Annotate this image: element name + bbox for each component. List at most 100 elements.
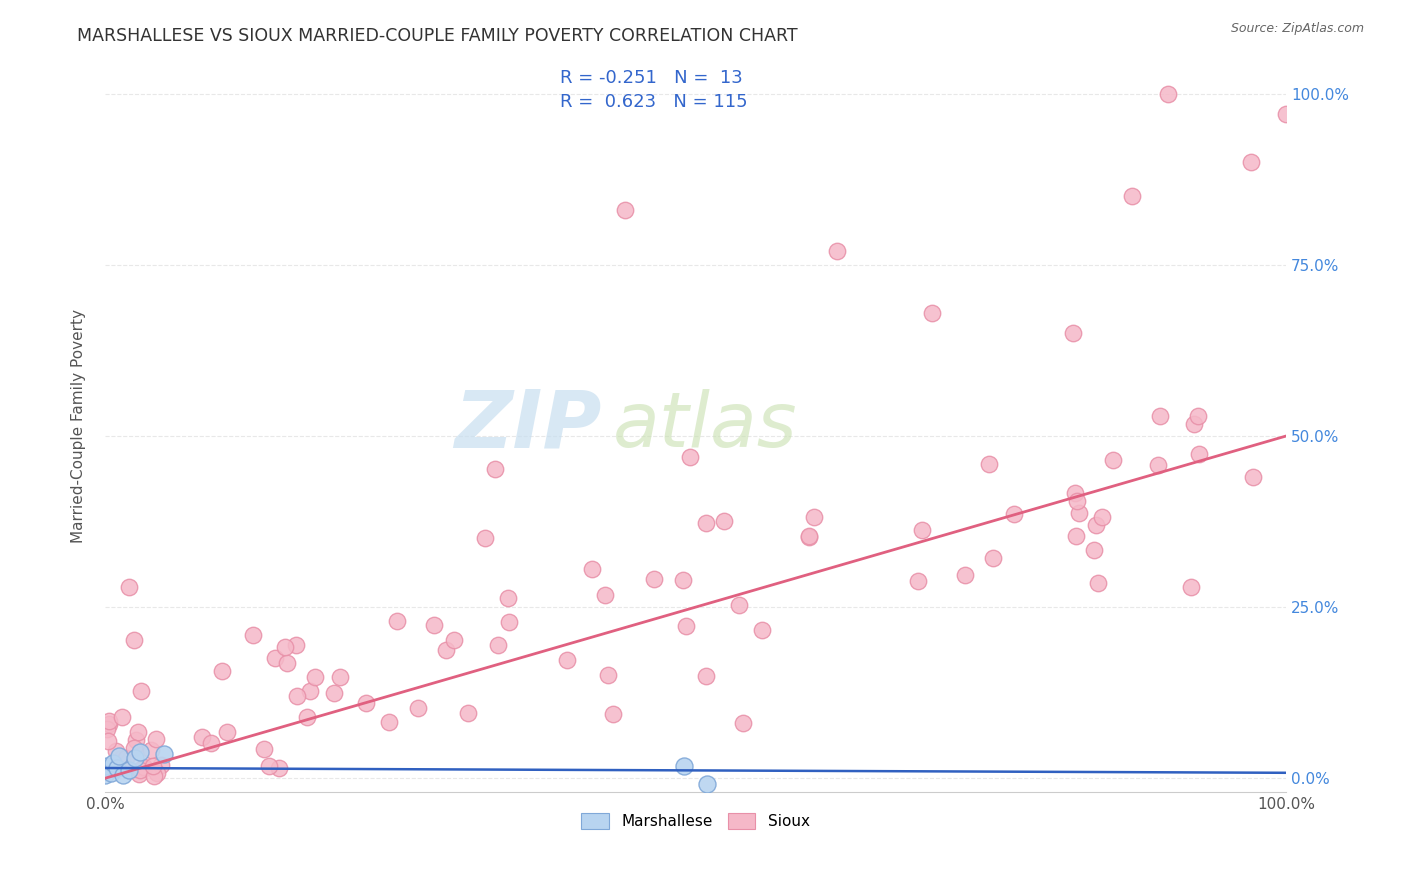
Point bbox=[103, 756, 125, 771]
Point bbox=[803, 510, 825, 524]
Point bbox=[211, 664, 233, 678]
Point bbox=[498, 615, 520, 630]
Point bbox=[191, 730, 214, 744]
Point bbox=[1149, 409, 1171, 423]
Point bbox=[602, 706, 624, 721]
Point bbox=[115, 751, 138, 765]
Legend: Marshallese, Sioux: Marshallese, Sioux bbox=[575, 806, 815, 836]
Point bbox=[422, 618, 444, 632]
Point bbox=[129, 745, 152, 759]
Point bbox=[731, 715, 754, 730]
Point bbox=[253, 741, 276, 756]
Point bbox=[354, 696, 377, 710]
Point bbox=[378, 714, 401, 729]
Point bbox=[100, 765, 122, 780]
Point bbox=[153, 747, 176, 762]
Point bbox=[696, 777, 718, 791]
Point bbox=[124, 750, 146, 764]
Point bbox=[96, 759, 118, 773]
Point bbox=[1239, 155, 1261, 169]
Point bbox=[1064, 486, 1087, 500]
Point bbox=[122, 633, 145, 648]
Text: R = -0.251   N =  13: R = -0.251 N = 13 bbox=[560, 69, 742, 87]
Point bbox=[131, 761, 153, 775]
Point bbox=[94, 768, 117, 782]
Point bbox=[111, 751, 134, 765]
Point bbox=[105, 744, 128, 758]
Point bbox=[457, 706, 479, 721]
Point bbox=[215, 724, 238, 739]
Point bbox=[200, 736, 222, 750]
Point bbox=[1187, 409, 1209, 424]
Point bbox=[97, 714, 120, 729]
Point bbox=[751, 623, 773, 637]
Text: Source: ZipAtlas.com: Source: ZipAtlas.com bbox=[1230, 22, 1364, 36]
Point bbox=[122, 740, 145, 755]
Point bbox=[695, 516, 717, 531]
Point bbox=[613, 203, 636, 218]
Point bbox=[1102, 453, 1125, 467]
Point bbox=[555, 653, 578, 667]
Point bbox=[581, 561, 603, 575]
Point bbox=[797, 529, 820, 543]
Point bbox=[98, 717, 121, 731]
Point bbox=[598, 667, 620, 681]
Point bbox=[1147, 458, 1170, 472]
Point bbox=[1157, 87, 1180, 101]
Point bbox=[1087, 576, 1109, 591]
Point bbox=[907, 574, 929, 588]
Point bbox=[910, 523, 932, 537]
Text: atlas: atlas bbox=[613, 389, 797, 463]
Point bbox=[799, 530, 821, 544]
Point bbox=[117, 763, 139, 777]
Point bbox=[105, 761, 128, 775]
Point bbox=[132, 760, 155, 774]
Point bbox=[675, 618, 697, 632]
Point bbox=[921, 306, 943, 320]
Point bbox=[242, 627, 264, 641]
Point bbox=[146, 765, 169, 780]
Point bbox=[276, 656, 298, 670]
Point bbox=[679, 450, 702, 464]
Point bbox=[131, 684, 153, 698]
Point bbox=[593, 588, 616, 602]
Point bbox=[474, 531, 496, 545]
Point bbox=[953, 568, 976, 582]
Point bbox=[145, 732, 167, 747]
Point bbox=[132, 761, 155, 775]
Point bbox=[486, 638, 509, 652]
Text: MARSHALLESE VS SIOUX MARRIED-COUPLE FAMILY POVERTY CORRELATION CHART: MARSHALLESE VS SIOUX MARRIED-COUPLE FAMI… bbox=[77, 27, 799, 45]
Point bbox=[406, 701, 429, 715]
Point bbox=[434, 643, 457, 657]
Point bbox=[274, 640, 297, 654]
Point bbox=[1066, 494, 1088, 508]
Point bbox=[672, 759, 695, 773]
Point bbox=[1180, 580, 1202, 594]
Point bbox=[142, 759, 165, 773]
Point bbox=[983, 550, 1005, 565]
Point bbox=[695, 669, 717, 683]
Point bbox=[297, 710, 319, 724]
Point bbox=[496, 591, 519, 605]
Point bbox=[257, 758, 280, 772]
Point bbox=[269, 761, 291, 775]
Point bbox=[1069, 506, 1091, 520]
Point bbox=[299, 683, 322, 698]
Point bbox=[117, 580, 139, 594]
Point bbox=[129, 763, 152, 777]
Point bbox=[1066, 529, 1088, 543]
Point bbox=[672, 573, 695, 587]
Point bbox=[1121, 189, 1143, 203]
Point bbox=[329, 670, 352, 684]
Point bbox=[1083, 542, 1105, 557]
Point bbox=[97, 734, 120, 748]
Point bbox=[1062, 326, 1084, 341]
Point bbox=[128, 767, 150, 781]
Point bbox=[1182, 417, 1205, 432]
Point bbox=[713, 515, 735, 529]
Point bbox=[264, 651, 287, 665]
Point bbox=[1085, 518, 1108, 533]
Point bbox=[127, 725, 149, 739]
Point bbox=[1004, 508, 1026, 522]
Text: R =  0.623   N = 115: R = 0.623 N = 115 bbox=[560, 93, 747, 112]
